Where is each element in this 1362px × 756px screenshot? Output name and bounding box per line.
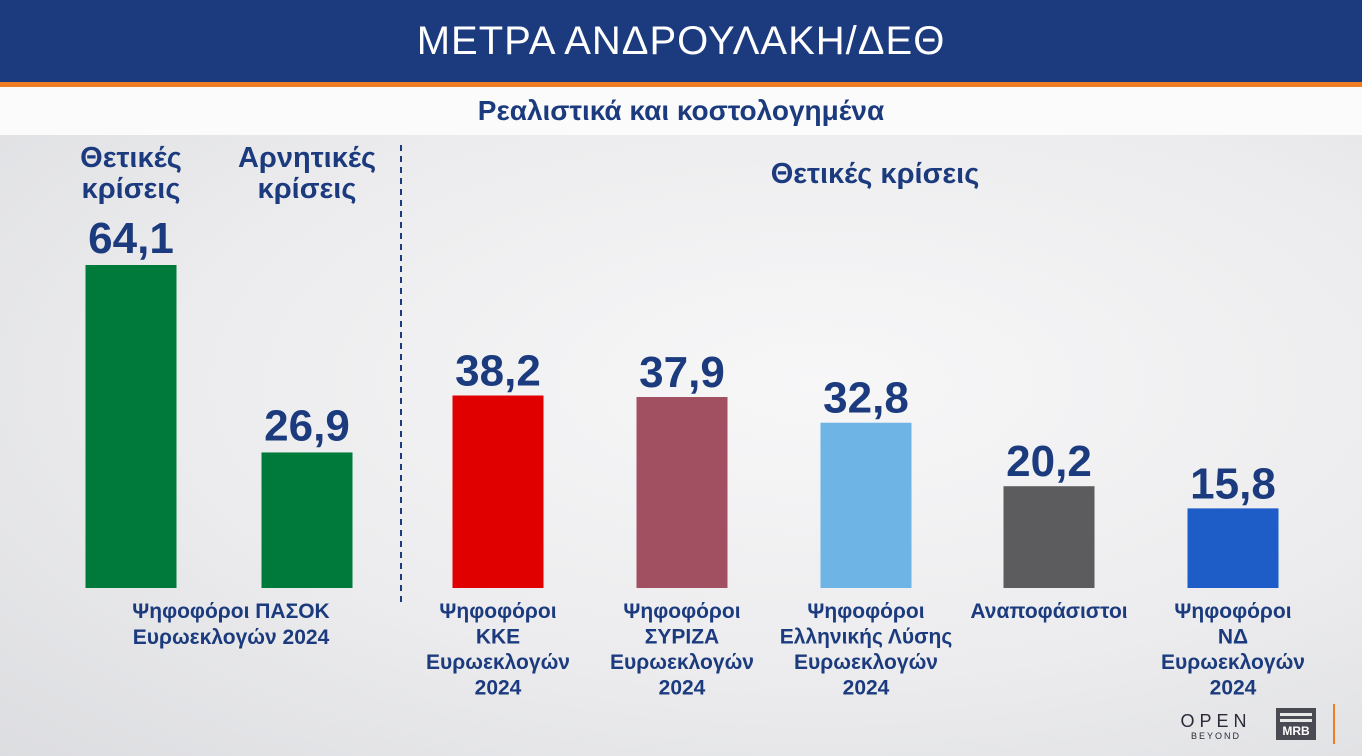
series-label: κρίσεις — [258, 173, 357, 205]
bar-value-label: 20,2 — [1006, 437, 1092, 486]
category-label: 2024 — [1210, 677, 1257, 700]
bar-3 — [1003, 486, 1095, 588]
open-logo-text: OPEN — [1180, 711, 1252, 731]
bar-value-label: 15,8 — [1190, 459, 1276, 508]
category-label: 2024 — [843, 677, 890, 700]
bar-positive — [85, 265, 177, 588]
subheader-bar: Ρεαλιστικά και κοστολογημένα — [0, 87, 1362, 135]
category-label: Ευρωεκλογών — [610, 651, 754, 674]
beyond-logo-text: BEYOND — [1190, 731, 1241, 741]
bar-value-label: 38,2 — [455, 347, 541, 396]
logo-separator — [1333, 704, 1335, 744]
accent-divider — [0, 82, 1362, 87]
category-label: ΣΥΡΙΖΑ — [645, 626, 719, 649]
open-beyond-logo: OPEN BEYOND — [1176, 712, 1256, 742]
category-label-pasok: Ευρωεκλογών 2024 — [133, 626, 330, 649]
category-label: 2024 — [475, 677, 522, 700]
series-label: Αρνητικές — [238, 142, 376, 174]
category-label: Ευρωεκλογών — [426, 651, 570, 674]
category-label-pasok: Ψηφοφόροι ΠΑΣΟΚ — [132, 600, 329, 623]
series-label: Θετικές — [80, 142, 182, 174]
category-label: 2024 — [659, 677, 706, 700]
category-label: ΝΔ — [1218, 626, 1248, 649]
category-label: Ευρωεκλογών — [794, 651, 938, 674]
page-subtitle: Ρεαλιστικά και κοστολογημένα — [477, 95, 885, 126]
bar-negative — [261, 452, 353, 588]
bar-value-label: 37,9 — [639, 348, 725, 397]
category-label: Ελληνικής Λύσης — [780, 626, 953, 649]
header-bar: ΜΕΤΡΑ ΑΝΔΡΟΥΛΑΚΗ/ΔΕΘ — [0, 0, 1362, 82]
bar-value-label: 32,8 — [823, 374, 909, 423]
series-label: κρίσεις — [82, 173, 181, 205]
category-label: Ψηφοφόροι — [807, 600, 924, 623]
bar-0 — [452, 395, 544, 588]
bar-2 — [820, 422, 912, 588]
bar-4 — [1187, 508, 1279, 588]
category-label: ΚΚΕ — [476, 626, 520, 649]
chart-area: 64,1 Θετικές κρίσεις 26,9 Αρνητικές κρίσεις Ψη… — [0, 135, 1362, 756]
bar-chart: 64,1Θετικέςκρίσεις26,9ΑρνητικέςκρίσειςΨη… — [80, 142, 1305, 700]
category-label: Αναποφάσιστοι — [970, 600, 1127, 623]
section-title: Θετικές κρίσεις — [771, 158, 980, 190]
page-title: ΜΕΤΡΑ ΑΝΔΡΟΥΛΑΚΗ/ΔΕΘ — [416, 18, 946, 63]
category-label: Ευρωεκλογών — [1161, 651, 1305, 674]
category-label: Ψηφοφόροι — [623, 600, 740, 623]
category-label: Ψηφοφόροι — [439, 600, 556, 623]
mrb-logo: MRB — [1276, 708, 1316, 740]
bar-value-label: 26,9 — [264, 401, 350, 450]
mrb-logo-text: MRB — [1282, 724, 1310, 738]
category-label: Ψηφοφόροι — [1174, 600, 1291, 623]
bar-value-label: 64,1 — [88, 214, 174, 263]
bar-1 — [636, 397, 728, 588]
